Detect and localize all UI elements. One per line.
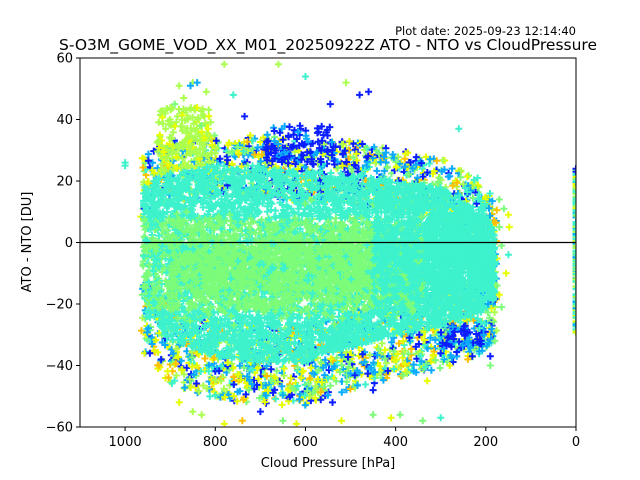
data-point [272,395,280,403]
data-point [278,401,286,409]
data-point [328,138,336,146]
data-point [168,379,176,387]
data-point [138,327,145,335]
data-point [311,363,319,370]
data-point [301,163,309,171]
data-point [493,206,501,214]
data-point [444,173,452,181]
data-point [273,367,281,375]
data-point [154,348,162,356]
data-point [448,165,456,173]
data-point [155,118,163,126]
data-point [180,370,188,378]
data-point [172,372,180,379]
data-point [416,361,424,369]
data-point [201,355,209,362]
data-point [297,374,305,382]
data-point [394,153,402,161]
data-point [181,384,189,392]
data-point [427,334,434,342]
data-point [210,388,218,396]
data-point [206,392,214,400]
data-point [361,381,369,388]
data-point [164,367,172,375]
data-point [383,359,390,367]
data-point [355,352,363,360]
data-point [205,106,213,114]
plot-date-subtitle: Plot date: 2025-09-23 12:14:40 [395,24,576,38]
data-point [395,340,403,347]
data-point [373,167,381,175]
data-point [205,112,213,120]
data-point [326,382,334,390]
data-point [280,372,288,380]
data-point [436,364,444,372]
data-point [142,348,150,356]
data-point [378,339,386,347]
data-point [463,173,471,181]
chart-title: S-O3M_GOME_VOD_XX_M01_20250922Z ATO - NT… [59,36,597,55]
data-point [465,172,472,179]
scatter-marks [121,60,576,427]
